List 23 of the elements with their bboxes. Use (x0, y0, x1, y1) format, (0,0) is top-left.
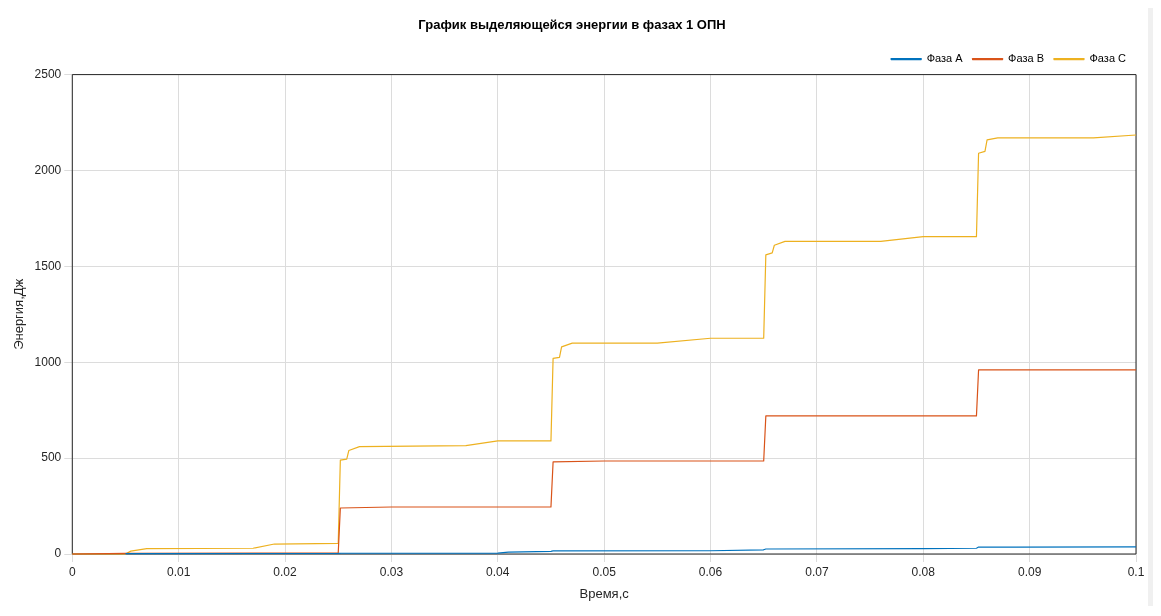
x-tick-label: 0.05 (592, 564, 617, 579)
x-tick-label: 0.06 (698, 564, 723, 579)
legend-label: Фаза B (1008, 52, 1044, 65)
x-tick-label: 0.04 (486, 564, 510, 579)
y-tick-label: 1000 (34, 354, 62, 369)
x-tick-label: 0.01 (166, 564, 191, 579)
y-tick-label: 500 (41, 450, 62, 465)
x-tick-label: 0.07 (805, 564, 829, 579)
legend-label: Фаза A (926, 52, 964, 65)
chart-title: График выделяющейся энергии в фазах 1 ОПН (418, 17, 726, 33)
y-axis-title: Энергия,Дж (11, 278, 27, 350)
x-tick-label: 0 (68, 564, 76, 579)
x-tick-label: 0.1 (1127, 564, 1145, 579)
x-tick-label: 0.09 (1017, 564, 1042, 579)
x-tick-label: 0.03 (379, 564, 404, 579)
y-tick-label: 2000 (34, 162, 62, 177)
y-tick-label: 0 (54, 546, 62, 561)
y-tick-label: 2500 (34, 66, 62, 81)
x-axis-title: Время,с (579, 585, 630, 601)
y-tick-label: 1500 (34, 258, 62, 273)
legend-label: Фаза C (1089, 52, 1127, 65)
x-tick-label: 0.02 (273, 564, 298, 579)
x-tick-label: 0.08 (911, 564, 936, 579)
